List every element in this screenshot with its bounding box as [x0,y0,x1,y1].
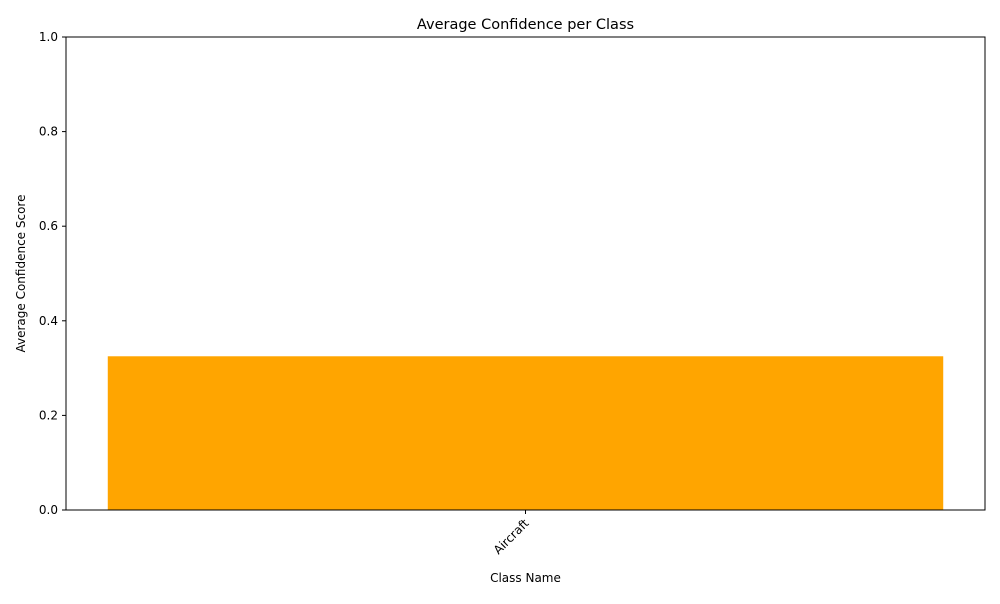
x-axis-label: Class Name [490,571,561,585]
y-tick-label: 0.4 [39,314,58,328]
y-axis-label: Average Confidence Score [14,195,28,353]
y-tick-label: 0.2 [39,408,58,422]
plot-frame [65,36,986,511]
chart-title: Average Confidence per Class [417,17,634,33]
y-tick-label: 1.0 [39,30,58,44]
x-tick-label: Aircraft [491,516,532,557]
y-tick-label: 0.0 [39,503,58,517]
bar-aircraft [107,356,944,510]
y-tick-label: 0.8 [39,125,58,139]
bars-layer [107,356,944,510]
y-tick-label: 0.6 [39,219,58,233]
